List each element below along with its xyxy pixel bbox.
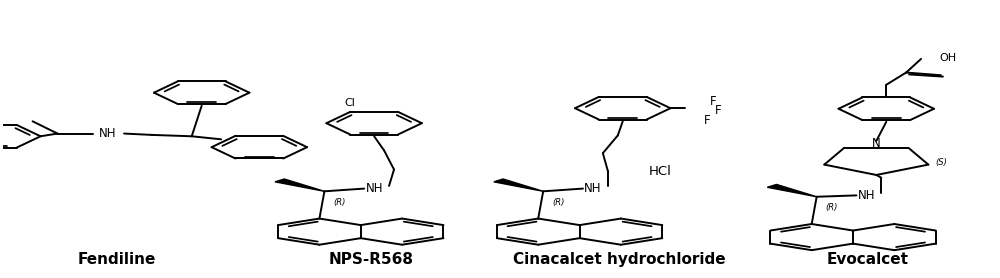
Polygon shape — [767, 184, 817, 197]
Text: Cl: Cl — [345, 98, 356, 108]
Polygon shape — [494, 179, 543, 191]
Text: F: F — [704, 114, 711, 127]
Text: Fendiline: Fendiline — [78, 252, 156, 267]
Text: (R): (R) — [552, 198, 564, 207]
Text: NPS-R568: NPS-R568 — [328, 252, 413, 267]
Text: HCl: HCl — [649, 165, 672, 178]
Text: (S): (S) — [935, 158, 947, 167]
Text: (R): (R) — [825, 203, 838, 212]
Polygon shape — [275, 179, 324, 191]
Text: F: F — [710, 95, 717, 108]
Text: OH: OH — [939, 53, 956, 63]
Text: NH: NH — [98, 127, 116, 140]
Text: Evocalcet: Evocalcet — [827, 252, 909, 267]
Text: F: F — [715, 105, 722, 117]
Text: Cinacalcet hydrochloride: Cinacalcet hydrochloride — [513, 252, 726, 267]
Text: NH: NH — [584, 182, 602, 195]
Text: NH: NH — [858, 189, 875, 202]
Text: N: N — [872, 137, 881, 150]
Text: (R): (R) — [333, 198, 346, 207]
Text: NH: NH — [365, 182, 383, 195]
